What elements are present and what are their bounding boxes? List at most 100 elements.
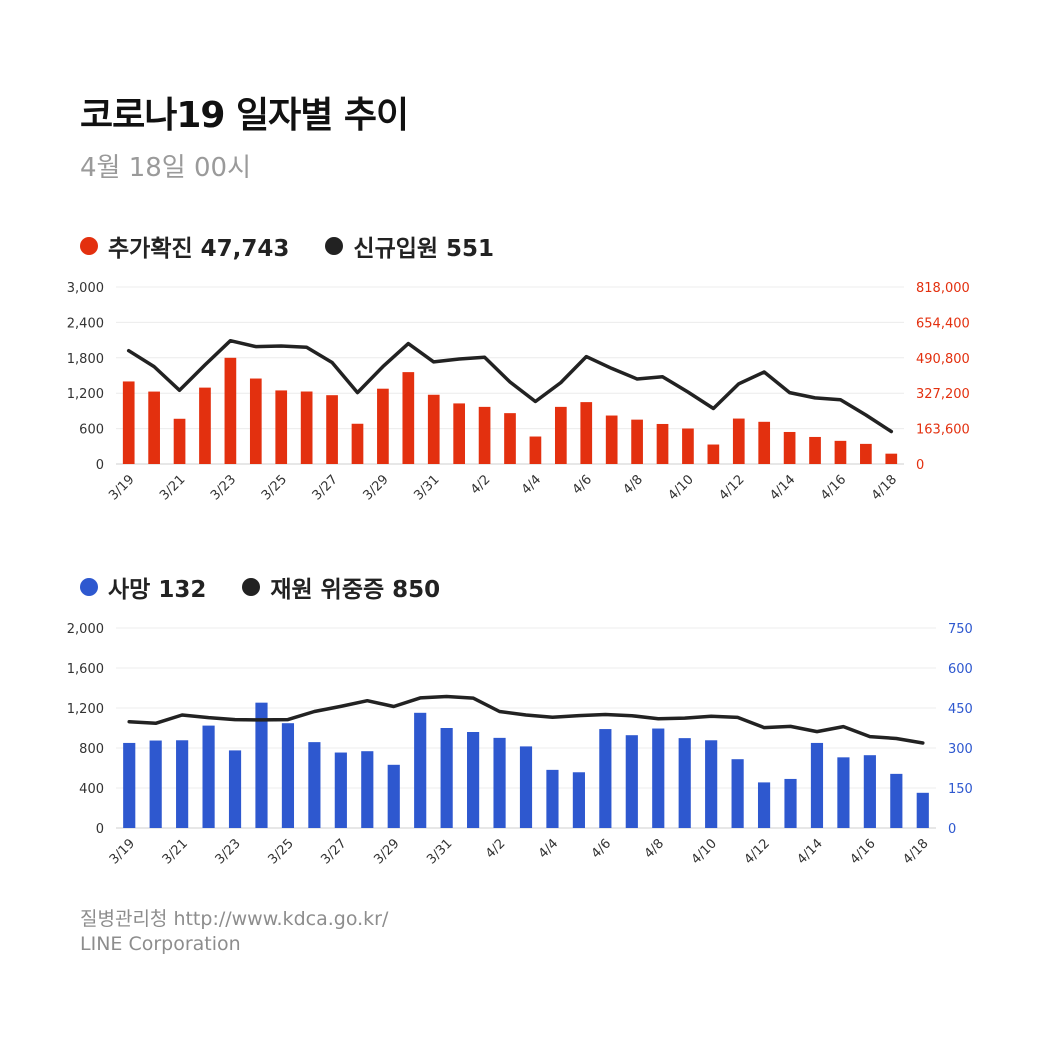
chart2-x-tick-label: 3/27 xyxy=(318,836,349,867)
chart2-x-tick-label: 4/12 xyxy=(742,836,773,867)
chart2-bar xyxy=(493,737,506,828)
legend-dot-new-admissions xyxy=(325,237,344,255)
chart1-x-tick-label: 4/14 xyxy=(767,472,798,503)
chart1-bar xyxy=(275,390,288,464)
legend-label-new-admissions: 신규입원 551 xyxy=(353,236,495,262)
chart2-bar xyxy=(810,742,824,828)
legend-dot-critical xyxy=(242,578,261,596)
chart1-left-tick-label: 1,800 xyxy=(67,352,104,367)
chart2-bar xyxy=(387,764,400,828)
chart2-bar xyxy=(916,792,929,828)
chart2-bar xyxy=(890,773,903,828)
chart1-x-tick-label: 4/10 xyxy=(666,472,697,503)
chart2-bar xyxy=(281,723,295,828)
chart2-right-tick-label: 600 xyxy=(948,662,973,677)
chart2-bar xyxy=(519,746,533,828)
chart1-bar xyxy=(809,436,821,464)
chart2-bar xyxy=(625,735,638,828)
chart1-legend: 추가확진 47,743 신규입원 551 xyxy=(80,229,530,263)
chart1-x-tick-label: 3/21 xyxy=(157,472,188,503)
chart2-bar xyxy=(308,742,321,828)
chart2-right-tick-label: 300 xyxy=(948,742,973,757)
chart1-bar xyxy=(351,423,364,464)
chart1-bar xyxy=(631,419,643,464)
chart1-x-tick-label: 3/29 xyxy=(360,472,391,503)
chart2-bar xyxy=(467,732,480,828)
chart1-bar xyxy=(478,406,491,464)
chart-deaths-critical: 0 400 800 1,200 1,600 2,000 0 150 300 450 600 750 3/… xyxy=(67,622,973,867)
chart2-line xyxy=(127,694,925,745)
chart2-bar xyxy=(123,742,136,828)
chart2-x-tick-label: 4/4 xyxy=(536,836,561,861)
chart2-x-tick-label: 4/18 xyxy=(900,836,931,867)
chart1-right-tick-label: 654,400 xyxy=(916,316,970,331)
chart1-x-tick-label: 3/25 xyxy=(259,472,290,503)
chart2-left-tick-label: 2,000 xyxy=(67,622,104,637)
chart1-bar xyxy=(707,444,720,464)
chart1-bar xyxy=(783,431,796,464)
chart2-x-tick-label: 4/2 xyxy=(483,836,508,861)
page-title: 코로나19 일자별 추이 xyxy=(80,95,409,136)
chart1-bar xyxy=(682,428,694,464)
chart1-bar xyxy=(860,443,872,464)
chart2-bar xyxy=(572,772,585,828)
chart1-left-tick-label: 2,400 xyxy=(67,316,104,331)
chart1-bar xyxy=(885,453,898,464)
chart1-bar xyxy=(173,418,186,464)
chart1-x-tick-label: 4/16 xyxy=(818,472,849,503)
chart2-bar xyxy=(546,769,559,828)
chart2-bar xyxy=(731,759,744,828)
chart1-bar xyxy=(249,378,262,464)
chart2-bar xyxy=(228,750,242,828)
chart2-bar xyxy=(705,740,718,828)
legend-item-critical: 재원 위중증 850 xyxy=(242,570,440,604)
chart1-x-tick-label: 3/27 xyxy=(310,472,341,503)
chart2-x-tick-label: 4/10 xyxy=(689,836,720,867)
legend-item-new-admissions: 신규입원 551 xyxy=(325,229,494,263)
chart2-left-tick-label: 400 xyxy=(79,782,104,797)
chart2-bar xyxy=(176,740,189,828)
chart1-bar xyxy=(427,394,440,464)
chart1-bar xyxy=(580,402,593,464)
chart2-right-tick-label: 0 xyxy=(948,822,956,837)
chart2-bar xyxy=(255,702,268,828)
chart2-legend: 사망 132 재원 위중증 850 xyxy=(80,570,476,604)
chart1-x-tick-label: 3/31 xyxy=(411,472,442,503)
source-credit: 질병관리청 http://www.kdca.go.kr/ xyxy=(80,908,389,930)
chart1-left-tick-label: 600 xyxy=(79,423,104,438)
chart1-bar xyxy=(453,403,466,464)
chart1-bar xyxy=(402,372,415,464)
chart2-x-tick-label: 3/19 xyxy=(107,836,138,867)
chart2-bar xyxy=(784,778,797,828)
chart1-x-tick-label: 4/4 xyxy=(519,472,544,497)
chart1-x-tick-label: 4/12 xyxy=(716,472,747,503)
chart2-right-tick-label: 750 xyxy=(948,622,973,637)
legend-dot-deaths xyxy=(80,578,98,596)
chart1-right-tick-label: 818,000 xyxy=(916,281,970,296)
chart1-bar xyxy=(504,413,516,464)
legend-label-critical: 재원 위중증 850 xyxy=(270,577,441,603)
company-credit: LINE Corporation xyxy=(80,933,241,955)
chart1-bar xyxy=(148,391,160,464)
chart1-bar xyxy=(199,387,211,464)
chart1-bar xyxy=(834,440,847,464)
chart1-x-tick-label: 4/8 xyxy=(621,472,646,497)
chart1-line xyxy=(126,338,894,434)
chart1-x-tick-label: 3/19 xyxy=(106,472,137,503)
chart1-left-tick-label: 3,000 xyxy=(67,281,104,296)
chart2-x-tick-label: 3/29 xyxy=(371,836,402,867)
legend-label-deaths: 사망 132 xyxy=(108,577,207,603)
chart2-right-tick-label: 450 xyxy=(948,702,973,717)
legend-item-deaths: 사망 132 xyxy=(80,570,206,604)
chart1-bar xyxy=(529,436,542,464)
chart1-x-tick-label: 4/18 xyxy=(869,472,900,503)
chart2-bar xyxy=(149,740,162,828)
chart2-right-tick-label: 150 xyxy=(948,782,973,797)
chart2-x-tick-label: 4/14 xyxy=(795,836,826,867)
chart1-x-tick-label: 4/6 xyxy=(570,472,595,497)
chart2-left-tick-label: 0 xyxy=(96,822,104,837)
chart1-bar xyxy=(377,388,389,464)
page-subtitle: 4월 18일 00시 xyxy=(80,153,251,183)
chart2-left-tick-label: 1,200 xyxy=(67,702,104,717)
chart2-bar xyxy=(202,725,215,828)
